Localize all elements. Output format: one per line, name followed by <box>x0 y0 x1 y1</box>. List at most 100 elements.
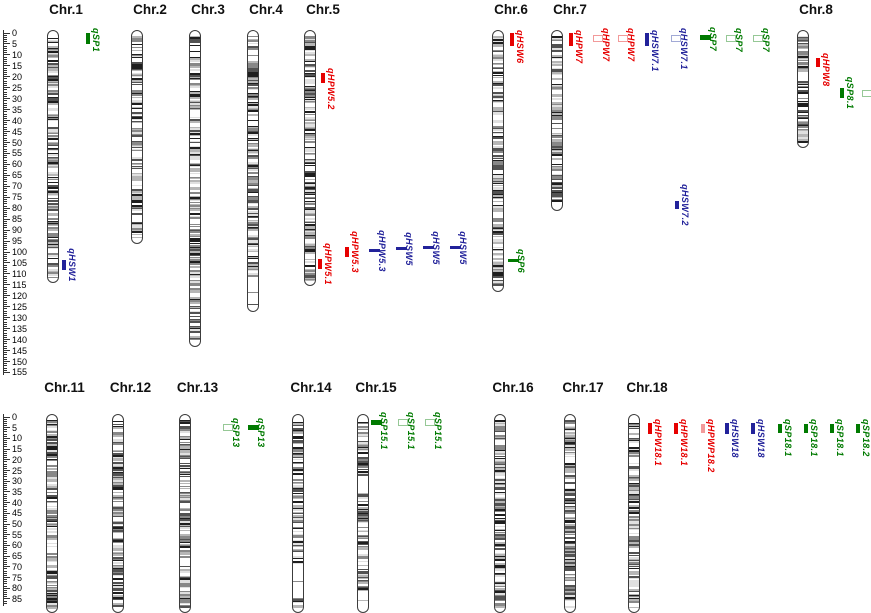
chromosome-band <box>552 56 562 57</box>
qtl-label: qSP18.1 <box>835 418 845 457</box>
chromosome-band <box>248 264 258 266</box>
chromosome-band <box>248 68 258 70</box>
chromosome-band <box>48 248 58 249</box>
chromosome-band <box>190 285 200 286</box>
chromosome-band <box>565 559 575 560</box>
chromosome-band <box>305 163 315 164</box>
ruler-tick <box>3 150 7 152</box>
chromosome-band <box>565 452 575 453</box>
chromosome-band <box>629 561 639 562</box>
ruler-tick-label: 120 <box>12 290 28 301</box>
chromosome-header: Chr.2 <box>133 2 167 17</box>
ruler-tick <box>3 551 7 553</box>
chromosome-band <box>495 473 505 474</box>
chromosome-band <box>48 237 58 238</box>
chromosome-band <box>48 160 58 162</box>
chromosome-band <box>565 546 575 548</box>
chromosome-band <box>112 434 123 435</box>
chromosome-band <box>248 143 258 144</box>
chromosome-band <box>305 171 315 173</box>
chromosome-band <box>112 458 123 459</box>
chromosome-band <box>493 56 503 57</box>
chromosome-band <box>358 554 368 556</box>
chromosome-band <box>552 179 562 180</box>
chromosome-band <box>495 474 505 476</box>
chromosome-band <box>629 478 639 479</box>
chromosome-band <box>190 263 200 265</box>
chromosome-band <box>493 190 503 191</box>
ruler-tick <box>3 203 7 205</box>
ruler-tick <box>3 547 7 549</box>
chromosome-band <box>48 41 58 42</box>
chromosome-band <box>493 182 503 183</box>
chromosome-band <box>493 126 503 128</box>
chromosome-band <box>46 588 57 590</box>
chromosome-band <box>190 254 200 255</box>
chromosome-band <box>798 126 808 128</box>
ruler-tick <box>3 427 10 429</box>
chromosome-band <box>179 501 190 503</box>
chromosome-band <box>305 88 315 89</box>
chromosome-band <box>248 74 258 75</box>
chromosome-bar <box>247 30 259 312</box>
chromosome-band <box>132 93 142 94</box>
chromosome-band <box>46 571 57 572</box>
chromosome-band <box>495 483 505 484</box>
chromosome-band <box>798 46 808 48</box>
chromosome-band <box>565 510 575 512</box>
chromosome-band <box>565 420 575 422</box>
chromosome-band <box>552 96 562 97</box>
ruler-tick <box>3 538 7 540</box>
chromosome-band <box>305 52 315 54</box>
chromosome-band <box>358 518 368 519</box>
chromosome-band <box>629 479 639 481</box>
chromosome-band <box>493 151 503 153</box>
chromosome-band <box>358 582 368 584</box>
chromosome-band <box>552 134 562 135</box>
chromosome-band <box>495 458 505 459</box>
chromosome-band <box>495 489 505 490</box>
qtl-label: qHPW7 <box>574 29 584 64</box>
chromosome-band <box>48 54 58 55</box>
chromosome-band <box>629 500 639 501</box>
chromosome-band <box>629 529 639 530</box>
chromosome-bar <box>47 30 59 284</box>
ruler-tick <box>3 216 7 218</box>
chromosome-band <box>48 242 58 244</box>
chromosome-band <box>552 139 562 141</box>
chromosome-band <box>190 166 200 167</box>
chromosome-band <box>629 524 639 526</box>
chromosome-band <box>293 463 303 464</box>
chromosome-band <box>248 176 258 177</box>
chromosome-bar <box>304 30 316 286</box>
chromosome-band <box>565 575 575 576</box>
chromosome-band <box>493 175 503 177</box>
chromosome-band <box>46 526 57 527</box>
ruler-tick <box>3 260 7 262</box>
chromosome-band <box>248 304 258 305</box>
chromosome-band <box>179 581 190 583</box>
qtl-tick <box>422 246 434 250</box>
chromosome-band <box>493 267 503 268</box>
chromosome-band <box>552 144 562 145</box>
ruler-tick-label: 10 <box>12 49 23 60</box>
chromosome-band <box>179 509 190 511</box>
chromosome-band <box>48 174 58 176</box>
ruler-tick <box>3 549 7 551</box>
chromosome-bar <box>551 30 563 212</box>
ruler-tick <box>3 89 7 91</box>
chromosome-band <box>132 82 142 83</box>
chromosome-band <box>565 466 575 467</box>
ruler-tick <box>3 251 10 253</box>
chromosome-band <box>358 442 368 443</box>
chromosome-band <box>190 226 200 227</box>
chromosome-band <box>112 466 123 467</box>
chromosome-band <box>305 89 315 90</box>
ruler-tick-label: 90 <box>12 225 23 236</box>
ruler-tick-label: 135 <box>12 323 28 334</box>
chromosome-band <box>48 245 58 247</box>
ruler-tick <box>3 452 7 454</box>
qtl-tick <box>701 424 705 434</box>
chromosome-band <box>629 485 639 487</box>
qtl-label: qHSW7.1 <box>679 28 689 70</box>
